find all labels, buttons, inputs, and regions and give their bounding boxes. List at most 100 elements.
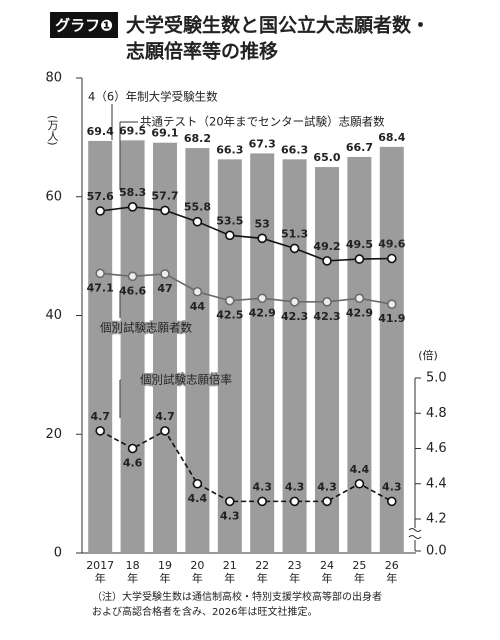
value-label: 55.8: [184, 201, 211, 214]
value-label: 57.6: [87, 190, 114, 203]
y-tick-label: 0: [54, 546, 62, 561]
value-label: 57.7: [151, 189, 178, 202]
line: [100, 206, 392, 262]
marker: [192, 478, 203, 489]
value-label: 53.5: [216, 214, 243, 227]
value-label: 69.5: [119, 124, 146, 137]
x-tick-label: 21年: [222, 559, 237, 585]
y2-tick-label: 4.6: [426, 441, 447, 456]
series-label: 個別試験志願者数: [100, 321, 192, 335]
badge-box: [50, 12, 118, 38]
value-label: 65.0: [313, 151, 340, 164]
marker: [127, 271, 138, 282]
badge: グラフ❶: [55, 17, 113, 35]
y2-tick-label: 4.8: [426, 406, 447, 421]
marker: [160, 205, 170, 216]
y-axis-label: (万人): [46, 115, 59, 146]
value-label: 46.6: [119, 284, 146, 297]
bar: [282, 159, 307, 553]
value-label: 66.3: [216, 143, 243, 156]
y-tick-label: 40: [45, 308, 62, 323]
x-tick-label: 26年: [384, 559, 399, 585]
line: [100, 272, 392, 306]
value-label: 4.4: [188, 492, 208, 505]
marker: [160, 426, 170, 436]
value-label: 4.6: [123, 457, 143, 470]
value-label: 66.7: [346, 141, 373, 154]
marker: [289, 243, 300, 254]
value-label: 42.5: [216, 309, 243, 322]
marker: [225, 496, 235, 507]
value-label: 51.3: [281, 227, 308, 240]
bar: [153, 142, 177, 553]
value-label: 4.3: [382, 480, 402, 493]
x-tick-label: 25年: [352, 559, 367, 585]
value-label: 68.4: [378, 131, 405, 144]
value-label: 42.3: [313, 310, 340, 323]
note: （注）大学受験生数は通信制高校・特別支援学校高等部の出身者: [92, 592, 382, 603]
value-label: 4.3: [285, 480, 305, 493]
x-tick-label: 23年: [287, 559, 302, 585]
marker: [322, 496, 332, 507]
x-tick-label: 2017年: [86, 559, 115, 585]
bar: [250, 153, 275, 553]
value-label: 4.3: [317, 480, 337, 493]
value-label: 66.3: [281, 143, 308, 156]
value-label: 49.6: [378, 238, 405, 251]
y2-tick-label: 5.0: [426, 371, 447, 386]
value-label: 42.3: [281, 310, 308, 323]
y-tick-label: 20: [45, 427, 62, 442]
marker: [192, 216, 203, 227]
value-label: 49.2: [313, 240, 340, 253]
marker: [127, 443, 138, 454]
x-tick-label: 22年: [255, 559, 270, 585]
value-label: 69.4: [87, 125, 114, 138]
value-label: 49.5: [346, 238, 373, 251]
value-label: 69.1: [151, 127, 178, 140]
marker: [127, 202, 138, 212]
value-label: 68.2: [184, 132, 211, 145]
marker: [354, 254, 365, 264]
bar: [217, 159, 242, 553]
marker: [354, 478, 365, 489]
value-label: 42.9: [249, 306, 276, 319]
series-label: 4（6）年制大学受験生数: [88, 90, 218, 104]
y2-tick-label: 4.4: [426, 476, 447, 491]
marker: [386, 299, 397, 310]
y2-tick-label: 0.0: [426, 544, 447, 559]
marker: [95, 426, 105, 436]
x-tick-label: 18年: [125, 559, 140, 585]
marker: [386, 496, 397, 507]
y-tick-label: 80: [45, 71, 62, 86]
marker: [225, 230, 235, 241]
axis-break: [408, 528, 422, 539]
series-label: 共通テスト（20年までセンター試験）志願者数: [140, 115, 385, 129]
marker: [192, 286, 203, 297]
y2-tick-label: 4.2: [426, 512, 447, 527]
value-label: 4.3: [252, 480, 272, 493]
marker: [257, 496, 268, 507]
value-label: 4.4: [350, 463, 370, 476]
marker: [257, 293, 268, 304]
value-label: 41.9: [378, 312, 405, 325]
value-label: 4.3: [220, 509, 240, 522]
note: および高認合格者を含み、2026年は旺文社推定。: [92, 607, 318, 618]
y2-axis-label: (倍): [418, 348, 438, 362]
x-tick-label: 24年: [320, 559, 334, 585]
marker: [289, 297, 300, 307]
series-label: 個別試験志願倍率: [140, 373, 232, 387]
value-label: 4.7: [90, 410, 110, 423]
bar: [379, 146, 404, 553]
bar: [347, 156, 372, 553]
y-tick-label: 60: [45, 189, 62, 204]
bar: [315, 167, 339, 553]
value-label: 47: [157, 282, 172, 295]
marker: [95, 206, 105, 216]
value-label: 44: [190, 300, 206, 313]
marker: [322, 256, 332, 266]
marker: [322, 297, 332, 307]
marker: [289, 496, 300, 507]
marker: [225, 295, 235, 306]
x-tick-label: 20年: [190, 559, 205, 585]
